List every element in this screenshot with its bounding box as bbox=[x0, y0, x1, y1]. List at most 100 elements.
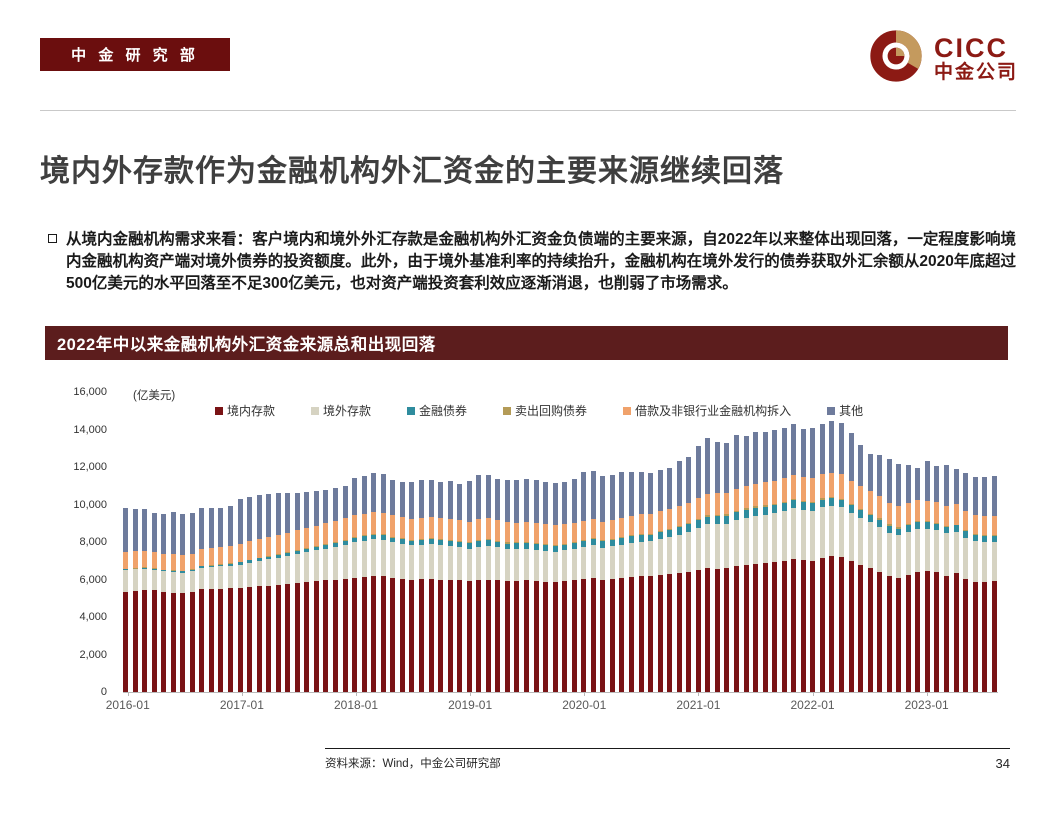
bar-segment bbox=[619, 538, 625, 545]
bar-segment bbox=[476, 541, 482, 547]
bar-2018-06 bbox=[399, 482, 405, 692]
bar-segment bbox=[170, 572, 176, 593]
y-tick-label: 2,000 bbox=[79, 648, 107, 661]
legend-item: 卖出回购债券 bbox=[503, 402, 587, 419]
research-dept-badge-label: 中 金 研 究 部 bbox=[71, 47, 199, 64]
bar-segment bbox=[514, 522, 520, 543]
bar-2018-12 bbox=[457, 483, 463, 692]
bar-segment bbox=[762, 482, 768, 506]
bar-segment bbox=[686, 572, 692, 692]
bar-segment bbox=[924, 521, 930, 523]
bar-segment bbox=[342, 518, 348, 541]
bar-segment bbox=[189, 570, 195, 572]
bar-segment bbox=[399, 538, 405, 540]
bar-segment bbox=[781, 503, 787, 512]
bar-segment bbox=[237, 543, 243, 562]
bar-segment bbox=[963, 537, 969, 579]
bar-2019-10 bbox=[552, 483, 558, 692]
bar-segment bbox=[218, 564, 224, 567]
bar-segment bbox=[418, 517, 424, 539]
legend-label: 卖出回购债券 bbox=[515, 404, 588, 418]
bar-segment bbox=[390, 515, 396, 537]
bar-segment bbox=[333, 579, 339, 692]
bar-segment bbox=[886, 525, 892, 533]
bar-segment bbox=[409, 579, 415, 692]
bar-segment bbox=[132, 569, 138, 591]
bar-2023-01 bbox=[924, 460, 930, 692]
bar-segment bbox=[743, 509, 749, 518]
bar-segment bbox=[313, 550, 319, 582]
bar-segment bbox=[199, 507, 205, 550]
bar-segment bbox=[972, 534, 978, 536]
bar-segment bbox=[686, 523, 692, 525]
bar-segment bbox=[762, 506, 768, 515]
bar-segment bbox=[791, 475, 797, 499]
legend-item: 借款及非银行业金融机构拆入 bbox=[623, 402, 791, 419]
bar-segment bbox=[285, 492, 291, 533]
bar-segment bbox=[819, 507, 825, 558]
bar-segment bbox=[199, 566, 205, 568]
bar-segment bbox=[791, 558, 797, 692]
bar-segment bbox=[848, 480, 854, 505]
page-number: 34 bbox=[995, 756, 1010, 771]
bar-segment bbox=[839, 557, 845, 692]
bar-segment bbox=[848, 432, 854, 481]
bar-segment bbox=[676, 526, 682, 528]
bar-segment bbox=[342, 540, 348, 545]
bar-segment bbox=[552, 483, 558, 526]
bar-segment bbox=[791, 508, 797, 559]
bar-segment bbox=[638, 471, 644, 515]
bar-segment bbox=[905, 575, 911, 692]
bar-segment bbox=[753, 515, 759, 564]
bar-segment bbox=[161, 514, 167, 554]
bar-segment bbox=[180, 593, 186, 692]
x-tick-mark bbox=[127, 692, 129, 696]
bar-segment bbox=[352, 515, 358, 537]
bar-2022-05 bbox=[848, 432, 854, 692]
x-tick-mark bbox=[926, 692, 928, 696]
bar-segment bbox=[142, 509, 148, 551]
bar-segment bbox=[285, 552, 291, 554]
bar-segment bbox=[418, 479, 424, 518]
x-tick-label: 2021-01 bbox=[676, 698, 721, 712]
bar-segment bbox=[896, 464, 902, 507]
bar-segment bbox=[896, 577, 902, 692]
bar-2016-05 bbox=[161, 514, 167, 692]
legend-label: 境内存款 bbox=[227, 404, 276, 418]
bar-segment bbox=[600, 547, 606, 580]
bar-segment bbox=[409, 545, 415, 580]
bar-segment bbox=[562, 543, 568, 545]
bar-segment bbox=[877, 518, 883, 520]
x-tick-mark bbox=[698, 692, 700, 696]
bar-segment bbox=[924, 500, 930, 522]
bar-segment bbox=[142, 567, 148, 568]
bar-segment bbox=[266, 585, 272, 692]
bar-2018-04 bbox=[380, 474, 386, 692]
bar-2020-08 bbox=[648, 473, 654, 692]
bar-segment bbox=[705, 438, 711, 494]
bar-segment bbox=[667, 530, 673, 538]
bar-segment bbox=[218, 564, 224, 565]
bar-segment bbox=[380, 539, 386, 577]
bar-segment bbox=[858, 509, 864, 511]
plot-area bbox=[123, 393, 998, 696]
bar-segment bbox=[399, 578, 405, 692]
bar-segment bbox=[438, 481, 444, 519]
bar-segment bbox=[390, 537, 396, 543]
bar-segment bbox=[829, 472, 835, 497]
bar-segment bbox=[275, 554, 281, 556]
bar-segment bbox=[199, 589, 205, 692]
y-tick-label: 14,000 bbox=[73, 423, 107, 436]
bar-segment bbox=[714, 569, 720, 692]
bar-2018-02 bbox=[361, 476, 367, 692]
bar-segment bbox=[256, 539, 262, 558]
bar-segment bbox=[819, 474, 825, 499]
bar-segment bbox=[495, 478, 501, 521]
bar-segment bbox=[810, 478, 816, 503]
bar-segment bbox=[991, 535, 997, 536]
bar-segment bbox=[447, 540, 453, 541]
bar-segment bbox=[294, 492, 300, 531]
bar-2017-08 bbox=[304, 491, 310, 692]
bar-segment bbox=[581, 578, 587, 692]
bar-segment bbox=[466, 543, 472, 549]
